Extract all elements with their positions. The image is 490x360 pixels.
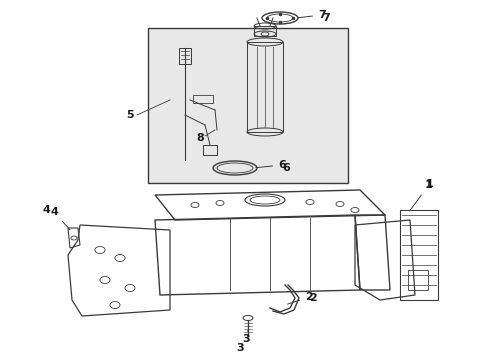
- Bar: [408, 270, 428, 290]
- Text: 6: 6: [282, 163, 290, 173]
- Bar: [179, 48, 191, 64]
- Text: 4: 4: [42, 205, 50, 215]
- Text: 5: 5: [126, 110, 134, 120]
- Text: 7: 7: [298, 10, 326, 20]
- Text: 3: 3: [236, 343, 244, 353]
- Bar: [254, 26, 276, 36]
- Bar: [400, 210, 438, 300]
- Text: 3: 3: [242, 330, 249, 344]
- Text: 6: 6: [256, 160, 286, 170]
- FancyBboxPatch shape: [148, 28, 348, 183]
- Text: 1: 1: [410, 180, 433, 211]
- Text: 7: 7: [322, 13, 330, 23]
- Text: 2: 2: [309, 293, 317, 303]
- Text: 1: 1: [426, 179, 434, 189]
- Text: 4: 4: [50, 207, 70, 230]
- Bar: [193, 95, 213, 103]
- Text: 2: 2: [288, 292, 313, 304]
- Text: 8: 8: [196, 133, 204, 143]
- Bar: [203, 145, 217, 155]
- Bar: [247, 42, 283, 132]
